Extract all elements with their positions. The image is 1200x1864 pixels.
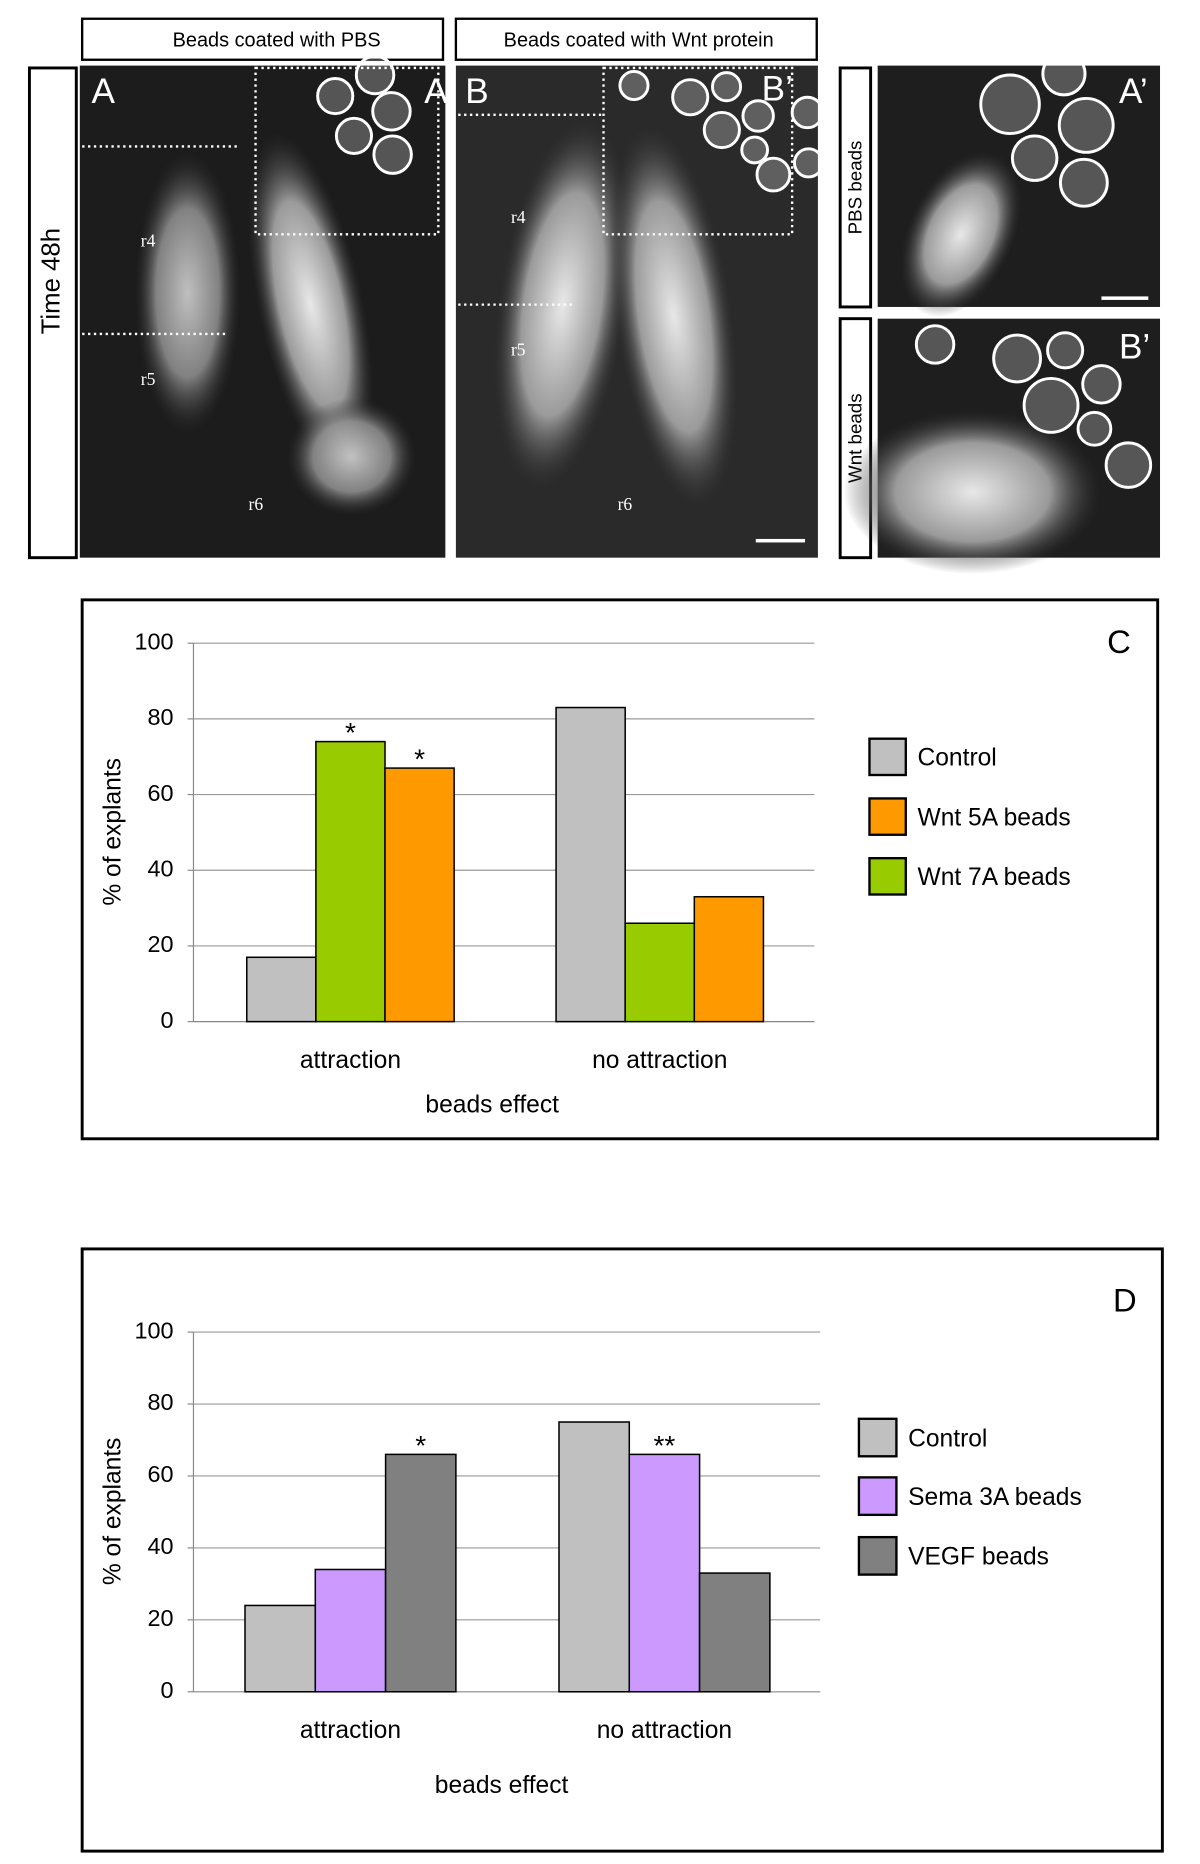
- panel-box: [80, 598, 1160, 1141]
- legend-label: VEGF beads: [908, 1544, 1049, 1571]
- header: Beads coated with Wnt protein: [504, 29, 774, 51]
- region-label: r6: [618, 494, 633, 514]
- y-tick-label: 0: [161, 1007, 174, 1033]
- legend-label: Wnt 5A beads: [918, 804, 1071, 831]
- panel-letter: A: [92, 72, 116, 111]
- bar: [315, 740, 386, 1023]
- time-box: [27, 66, 78, 560]
- inset-letter: B’: [1119, 327, 1150, 366]
- annotation: **: [653, 1430, 675, 1461]
- bar: [558, 1421, 631, 1693]
- x-axis-label: beads effect: [435, 1772, 569, 1799]
- x-tick-label: no attraction: [597, 1717, 732, 1744]
- panel-letter: D: [1113, 1281, 1137, 1318]
- image-a: A A’ r4 r5 r6: [79, 54, 453, 558]
- bar: [693, 895, 765, 1023]
- annotation: *: [415, 1430, 426, 1461]
- y-tick-label: 40: [147, 855, 173, 881]
- header-box: [80, 17, 445, 61]
- y-tick-label: 60: [147, 1461, 173, 1487]
- legend-label: Wnt 7A beads: [918, 864, 1071, 891]
- bar: [698, 1572, 771, 1693]
- region-label: r4: [511, 207, 526, 227]
- y-axis-label: % of explants: [99, 758, 126, 906]
- annotation: *: [345, 717, 356, 748]
- y-axis-label: % of explants: [99, 1438, 126, 1586]
- x-tick-label: attraction: [300, 1047, 401, 1074]
- annotation: *: [414, 743, 425, 774]
- x-axis-label: beads effect: [425, 1091, 559, 1118]
- bar: [384, 767, 455, 1023]
- legend-label: Sema 3A beads: [908, 1484, 1082, 1511]
- time-label: Time 48h: [38, 228, 66, 334]
- inset-b: B’: [843, 318, 1161, 575]
- y-tick-label: 100: [134, 1317, 173, 1343]
- panel-letter: C: [1107, 623, 1131, 660]
- inset-letter: A’: [424, 72, 453, 111]
- bar: [244, 1604, 317, 1693]
- y-tick-label: 80: [147, 704, 173, 730]
- legend-swatch: [868, 797, 907, 836]
- region-label: r5: [141, 369, 156, 389]
- bar: [384, 1453, 457, 1693]
- panel-box: [80, 1247, 1164, 1853]
- legend-swatch: [857, 1535, 898, 1576]
- y-tick-label: 100: [134, 628, 173, 654]
- legend-label: Control: [908, 1425, 987, 1452]
- header: Beads coated with PBS: [173, 29, 381, 51]
- y-tick-label: 80: [147, 1389, 173, 1415]
- bar: [246, 956, 317, 1023]
- y-tick-label: 0: [161, 1677, 174, 1703]
- y-tick-label: 40: [147, 1533, 173, 1559]
- legend-swatch: [857, 1476, 898, 1517]
- legend-swatch: [868, 737, 907, 777]
- region-label: r4: [141, 231, 156, 251]
- legend-swatch: [857, 1417, 898, 1458]
- region-label: r5: [511, 340, 526, 360]
- legend-swatch: [868, 857, 907, 896]
- bar: [555, 706, 626, 1023]
- x-tick-label: attraction: [300, 1717, 401, 1744]
- x-tick-label: no attraction: [592, 1047, 727, 1074]
- header-box: [454, 17, 818, 61]
- bar: [624, 922, 696, 1023]
- side-label: PBS beads: [845, 141, 866, 235]
- side-box: [838, 66, 873, 309]
- y-tick-label: 20: [147, 1605, 173, 1631]
- inset-letter: B’: [762, 70, 793, 109]
- panel-letter: B: [465, 72, 488, 111]
- legend-label: Control: [918, 745, 997, 772]
- region-label: r6: [249, 494, 264, 514]
- y-tick-label: 20: [147, 931, 173, 957]
- y-tick-label: 60: [147, 780, 173, 806]
- image-b: B B’ r4 r5 r6: [455, 65, 825, 558]
- bar: [628, 1453, 701, 1693]
- bar: [314, 1568, 387, 1693]
- inset-letter: A’: [1119, 72, 1148, 111]
- inset-a: A’: [877, 51, 1161, 318]
